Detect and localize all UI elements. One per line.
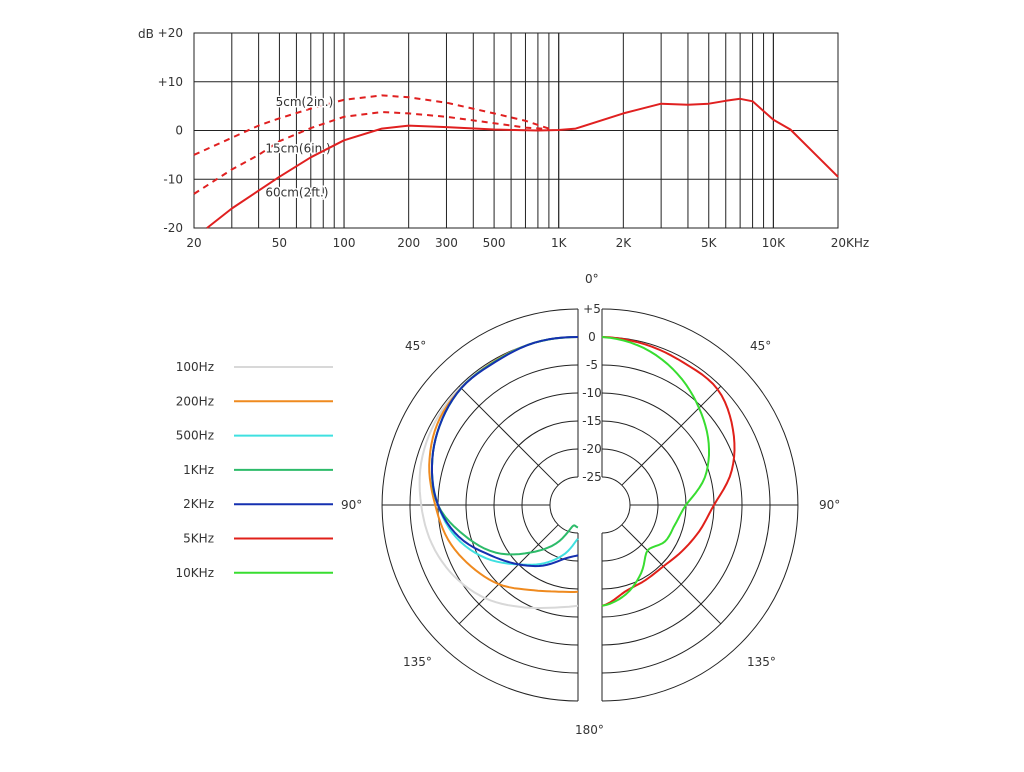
ring-label-bg <box>579 470 601 484</box>
frequency-response-chart: dB +20 +10 0 -10 -20 20 50 100 200 300 500 1K 2K 5K 1… <box>138 26 869 250</box>
angle-label-180: 180° <box>575 723 604 737</box>
ring-label: -15 <box>582 414 602 428</box>
x-tick-label: 100 <box>333 236 356 250</box>
x-tick-label: 50 <box>272 236 287 250</box>
x-tick-label: 2K <box>616 236 633 250</box>
x-tick-label: 5K <box>701 236 718 250</box>
ring-labels: +5 0 -5 -10 -15 -20 -25 <box>579 302 602 484</box>
y-tick-labels: +20 +10 0 -10 -20 <box>158 26 183 235</box>
ring-label: -5 <box>586 358 598 372</box>
axis-diagonal-left <box>458 385 559 486</box>
angle-label-45-left: 45° <box>405 339 426 353</box>
polar-curve-100hz <box>418 336 579 609</box>
ring-label: -10 <box>582 386 602 400</box>
axis-diagonal-right <box>621 524 722 625</box>
angle-label-135-right: 135° <box>747 655 776 669</box>
angle-label-45-right: 45° <box>750 339 771 353</box>
axis-diagonal-left <box>458 524 559 625</box>
legend-label: 500Hz <box>176 429 214 443</box>
ring-label-bg <box>579 414 601 428</box>
polar-series <box>418 336 736 609</box>
legend-label: 5KHz <box>183 532 214 546</box>
ring-label-bg <box>579 386 601 400</box>
y-tick-label: +10 <box>158 75 183 89</box>
legend-label: 2KHz <box>183 497 214 511</box>
legend-label: 200Hz <box>176 394 214 408</box>
ring-label-bg <box>579 302 601 316</box>
polar-curve-2khz <box>431 336 579 568</box>
polar-curve-10khz <box>601 336 710 607</box>
series-label: 15cm(6in.) <box>265 141 330 155</box>
x-tick-label: 300 <box>435 236 458 250</box>
x-tick-label: 20 <box>186 236 201 250</box>
polar-curve-5khz <box>601 336 736 607</box>
y-tick-label: -20 <box>163 221 183 235</box>
ring-label: -20 <box>582 442 602 456</box>
ring-label: +5 <box>583 302 601 316</box>
y-axis-label: dB <box>138 27 154 41</box>
angle-label-135-left: 135° <box>403 655 432 669</box>
y-tick-label: 0 <box>175 124 183 138</box>
legend-label: 10KHz <box>176 566 214 580</box>
y-tick-label: -10 <box>163 172 183 186</box>
x-tick-label: 500 <box>483 236 506 250</box>
polar-pattern-chart: +5 0 -5 -10 -15 -20 -25 0° 45° 45° 90° 90° 135… <box>176 272 841 737</box>
x-tick-label: 200 <box>397 236 420 250</box>
x-tick-labels: 20 50 100 200 300 500 1K 2K 5K 10K 20KHz <box>186 236 869 250</box>
angle-label-90-right: 90° <box>819 498 840 512</box>
series-line <box>193 111 549 195</box>
frequency-series: 5cm(2in.) 15cm(6in.) 60cm(2ft.) <box>193 94 839 229</box>
legend: 100Hz 200Hz 500Hz 1KHz 2KHz 5KHz 10KHz <box>176 360 333 580</box>
series-line <box>206 97 839 229</box>
x-tick-label: 10K <box>762 236 786 250</box>
ring-label: -25 <box>582 470 602 484</box>
plot-frame <box>193 32 839 229</box>
x-tick-label: 1K <box>551 236 568 250</box>
axis-diagonal-right <box>621 385 722 486</box>
legend-label: 100Hz <box>176 360 214 374</box>
ring-label: 0 <box>588 330 596 344</box>
series-line <box>193 94 550 156</box>
ring-label-bg <box>579 442 601 456</box>
angle-label-90-left: 90° <box>341 498 362 512</box>
series-label: 5cm(2in.) <box>276 95 334 109</box>
ring-label-bg <box>579 330 601 344</box>
legend-label: 1KHz <box>183 463 214 477</box>
x-tick-label: 20KHz <box>831 236 869 250</box>
polar-ring-right <box>601 476 631 534</box>
series-label: 60cm(2ft.) <box>265 185 328 199</box>
y-tick-label: +20 <box>158 26 183 40</box>
ring-label-bg <box>579 358 601 372</box>
angle-label-0: 0° <box>585 272 599 286</box>
